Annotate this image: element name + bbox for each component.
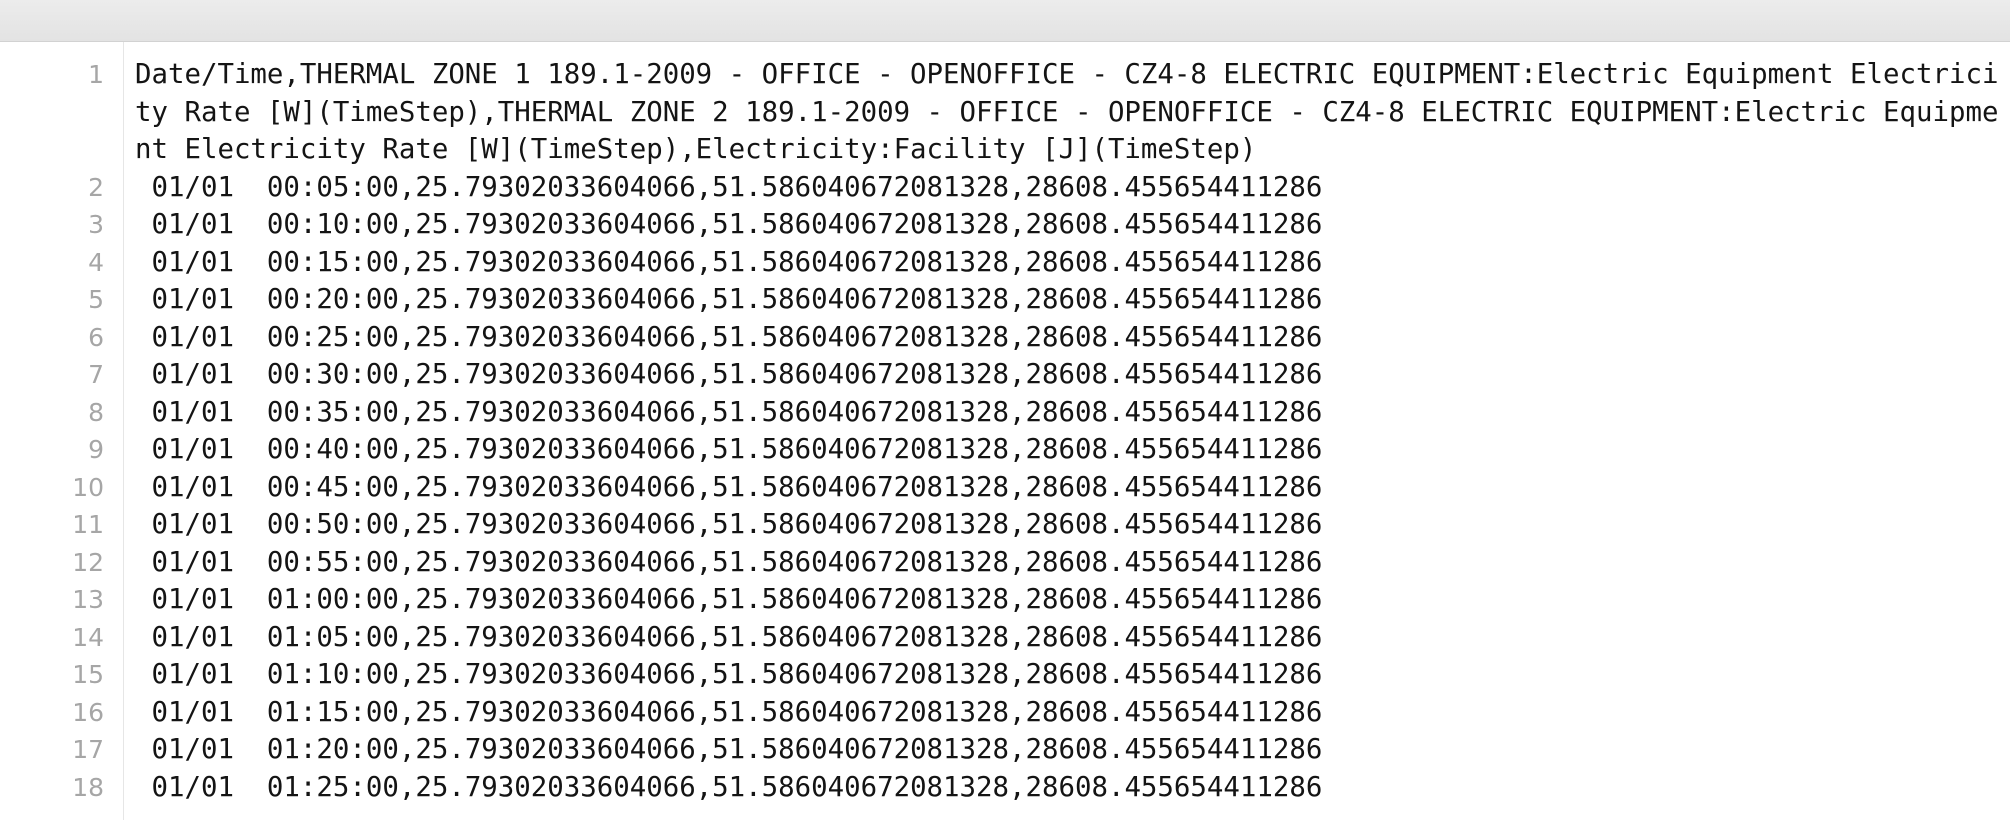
line-text[interactable]: 01/01 00:10:00,25.79302033604066,51.5860…: [135, 209, 1323, 240]
line-number: 16: [72, 697, 104, 727]
line-number: 14: [72, 622, 104, 652]
line-text[interactable]: 01/01 00:35:00,25.79302033604066,51.5860…: [135, 396, 1323, 428]
code-line-15[interactable]: 15 01/01 01:10:00,25.79302033604066,51.5…: [0, 656, 2010, 694]
line-number: 5: [88, 285, 104, 314]
line-text[interactable]: 01/01 00:25:00,25.79302033604066,51.5860…: [135, 321, 1323, 353]
line-text[interactable]: 01/01 00:45:00,25.79302033604066,51.5860…: [135, 471, 1323, 503]
line-text[interactable]: 01/01 00:55:00,25.79302033604066,51.5860…: [135, 546, 1323, 578]
code-line-11[interactable]: 11 01/01 00:50:00,25.79302033604066,51.5…: [0, 506, 2010, 544]
code-line-16[interactable]: 16 01/01 01:15:00,25.79302033604066,51.5…: [0, 694, 2010, 732]
line-number: 11: [72, 510, 104, 539]
code-line-13[interactable]: 13 01/01 01:00:00,25.79302033604066,51.5…: [0, 581, 2010, 619]
code-line-17[interactable]: 17 01/01 01:20:00,25.79302033604066,51.5…: [0, 731, 2010, 769]
code-line-18[interactable]: 18 01/01 01:25:00,25.79302033604066,51.5…: [0, 769, 2010, 807]
line-text[interactable]: 01/01 00:50:00,25.79302033604066,51.5860…: [135, 509, 1323, 540]
line-number: 6: [88, 322, 104, 352]
code-line-1[interactable]: 1 Date/Time,THERMAL ZONE 1 189.1-2009 - …: [0, 56, 2010, 169]
line-text[interactable]: 01/01 00:30:00,25.79302033604066,51.5860…: [135, 359, 1323, 390]
line-text[interactable]: 01/01 01:00:00,25.79302033604066,51.5860…: [135, 584, 1323, 615]
code-line-4[interactable]: 4 01/01 00:15:00,25.79302033604066,51.58…: [0, 244, 2010, 282]
code-line-7[interactable]: 7 01/01 00:30:00,25.79302033604066,51.58…: [0, 356, 2010, 394]
line-text[interactable]: 01/01 00:15:00,25.79302033604066,51.5860…: [135, 246, 1323, 278]
line-number: 4: [88, 247, 104, 277]
code-line-3[interactable]: 3 01/01 00:10:00,25.79302033604066,51.58…: [0, 206, 2010, 244]
code-line-8[interactable]: 8 01/01 00:35:00,25.79302033604066,51.58…: [0, 394, 2010, 432]
code-line-12[interactable]: 12 01/01 00:55:00,25.79302033604066,51.5…: [0, 544, 2010, 582]
line-number: 9: [88, 435, 104, 464]
code-lines[interactable]: 1 Date/Time,THERMAL ZONE 1 189.1-2009 - …: [0, 56, 2010, 806]
line-text[interactable]: 01/01 01:20:00,25.79302033604066,51.5860…: [135, 734, 1323, 765]
line-text[interactable]: Date/Time,THERMAL ZONE 1 189.1-2009 - OF…: [135, 59, 1999, 165]
line-number: 13: [72, 585, 104, 614]
line-text[interactable]: 01/01 01:15:00,25.79302033604066,51.5860…: [135, 696, 1323, 728]
code-line-6[interactable]: 6 01/01 00:25:00,25.79302033604066,51.58…: [0, 319, 2010, 357]
line-text[interactable]: 01/01 01:10:00,25.79302033604066,51.5860…: [135, 659, 1323, 690]
line-number: 3: [88, 210, 104, 239]
code-line-10[interactable]: 10 01/01 00:45:00,25.79302033604066,51.5…: [0, 469, 2010, 507]
line-text[interactable]: 01/01 01:25:00,25.79302033604066,51.5860…: [135, 771, 1323, 803]
line-text[interactable]: 01/01 00:05:00,25.79302033604066,51.5860…: [135, 171, 1323, 203]
line-number: 2: [88, 172, 104, 202]
code-line-14[interactable]: 14 01/01 01:05:00,25.79302033604066,51.5…: [0, 619, 2010, 657]
line-number: 17: [72, 735, 104, 764]
line-text[interactable]: 01/01 01:05:00,25.79302033604066,51.5860…: [135, 621, 1323, 653]
code-line-5[interactable]: 5 01/01 00:20:00,25.79302033604066,51.58…: [0, 281, 2010, 319]
line-number: 10: [72, 472, 104, 502]
line-number: 1: [88, 60, 104, 89]
toolbar: [0, 0, 2010, 42]
line-number: 18: [72, 772, 104, 802]
line-text[interactable]: 01/01 00:20:00,25.79302033604066,51.5860…: [135, 284, 1323, 315]
line-number: 15: [72, 660, 104, 689]
line-number: 7: [88, 360, 104, 389]
line-number: 12: [72, 547, 104, 577]
code-editor[interactable]: 1 Date/Time,THERMAL ZONE 1 189.1-2009 - …: [0, 42, 2010, 820]
line-number: 8: [88, 397, 104, 427]
code-line-2[interactable]: 2 01/01 00:05:00,25.79302033604066,51.58…: [0, 169, 2010, 207]
line-text[interactable]: 01/01 00:40:00,25.79302033604066,51.5860…: [135, 434, 1323, 465]
code-line-9[interactable]: 9 01/01 00:40:00,25.79302033604066,51.58…: [0, 431, 2010, 469]
line-number-gutter: [0, 42, 124, 820]
